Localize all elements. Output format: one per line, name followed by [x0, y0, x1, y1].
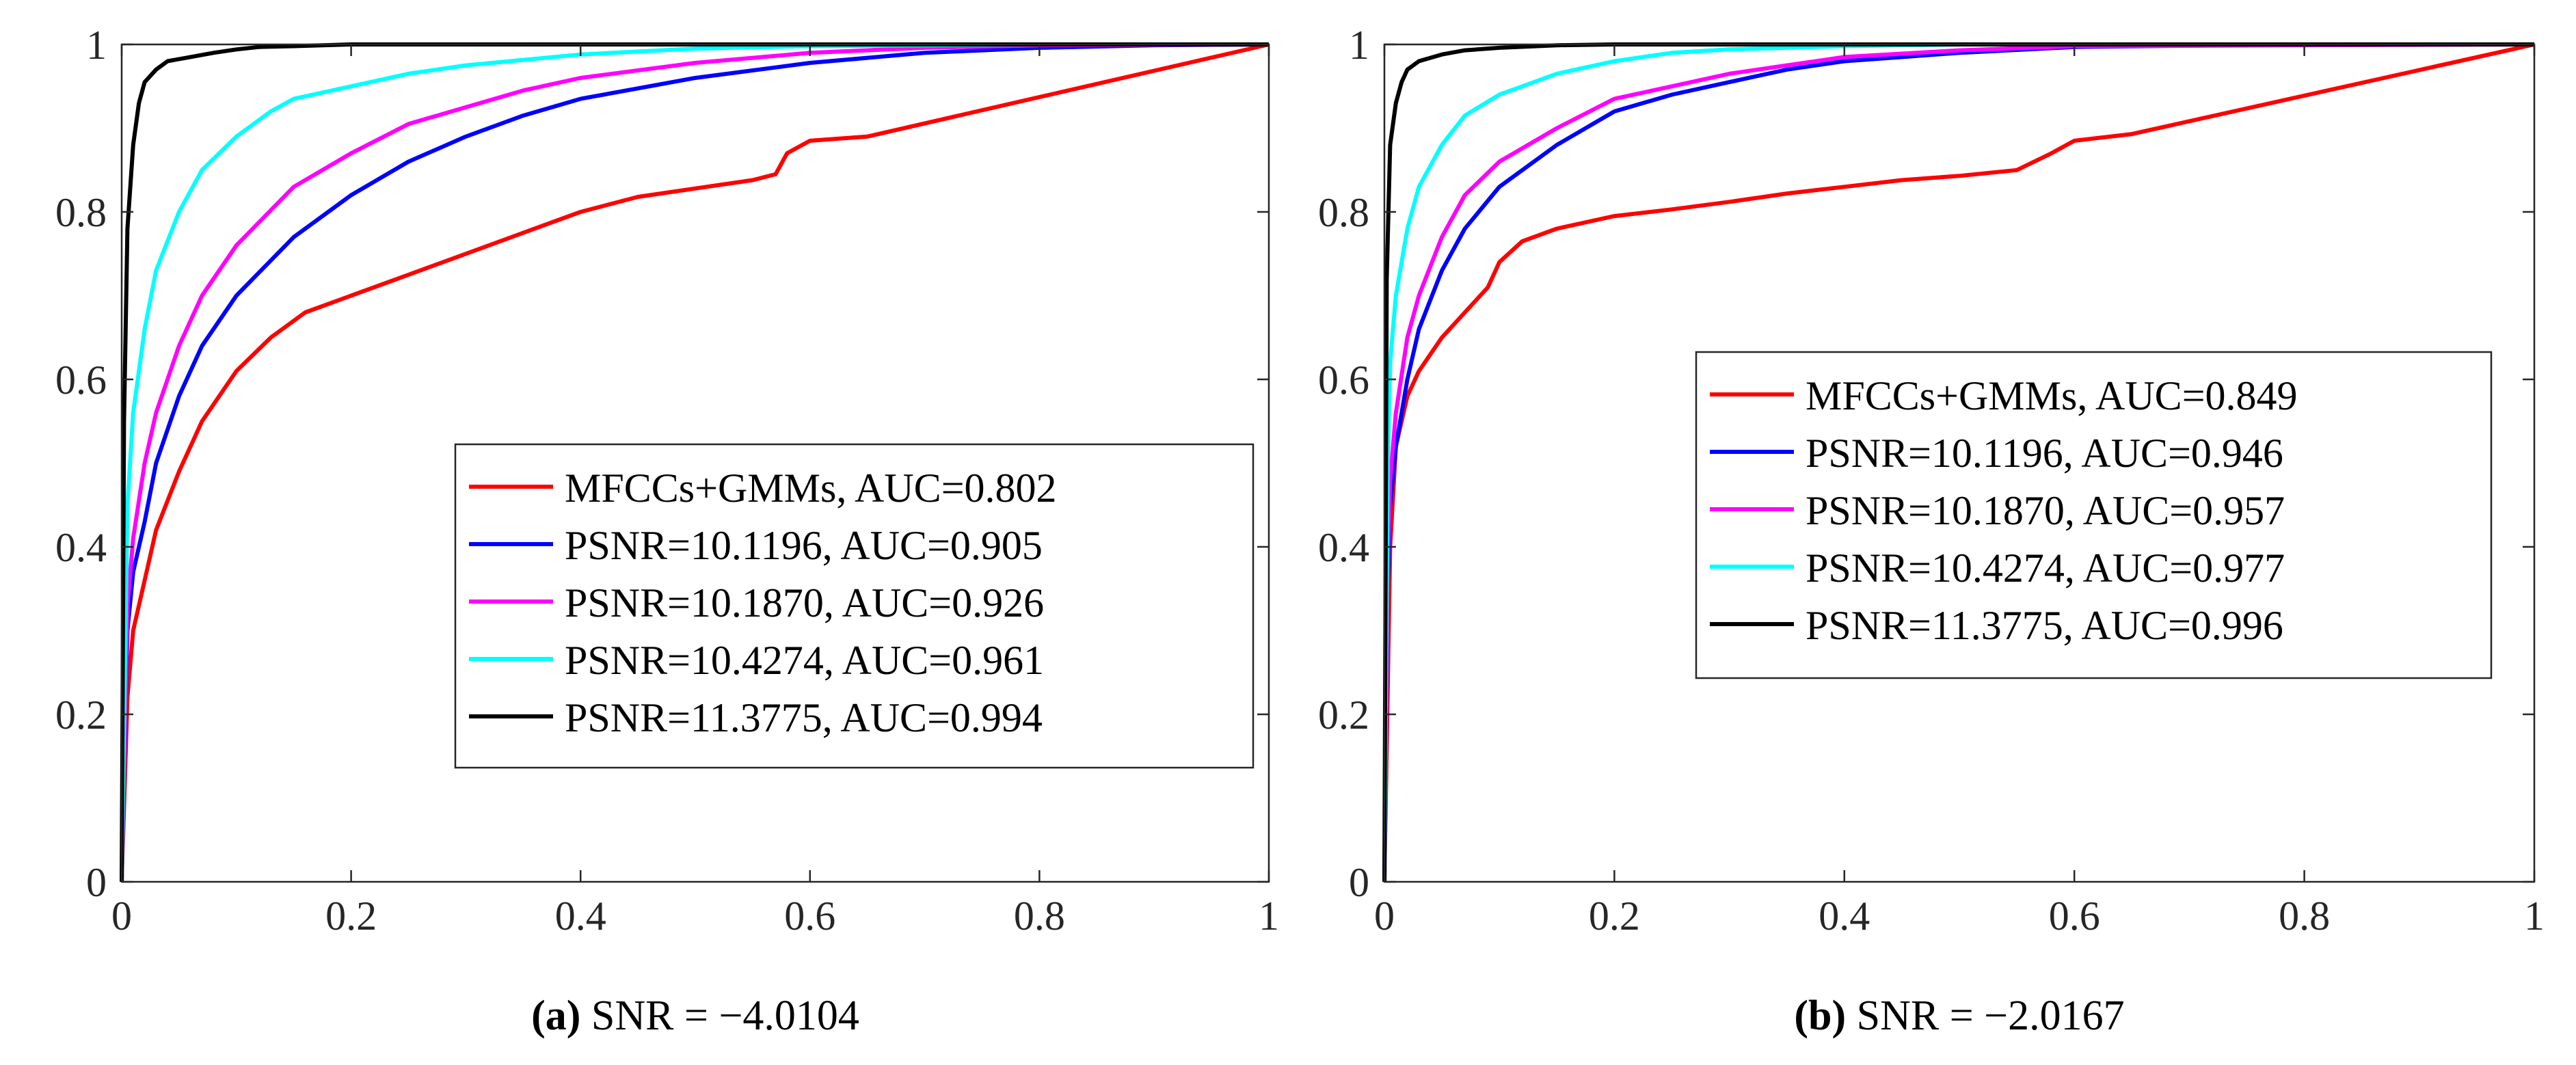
panel-b-legend-label: PSNR=11.3775, AUC=0.996 — [1806, 603, 2283, 648]
panel-a-series-3 — [120, 42, 1269, 882]
panel-a-legend-box — [454, 443, 1255, 769]
panel-a-legend-label: MFCCs+GMMs, AUC=0.802 — [565, 466, 1057, 511]
panel-b-legend-label: PSNR=10.4274, AUC=0.977 — [1806, 545, 2285, 591]
panel-a-legend-label: PSNR=11.3775, AUC=0.994 — [565, 695, 1043, 740]
panel-b-legend-label: MFCCs+GMMs, AUC=0.849 — [1806, 373, 2298, 418]
panel-b-ytick-label: 0 — [1349, 860, 1369, 905]
panel-a-ytick-label: 0.6 — [55, 358, 107, 403]
panel-b-legend-label: PSNR=10.1870, AUC=0.957 — [1806, 488, 2285, 533]
panel-a-xtick-label: 0 — [111, 893, 132, 939]
panel-a-xtick-label: 0.8 — [1014, 893, 1065, 939]
panel-a-xtick-label: 1 — [1259, 893, 1279, 939]
panel-a-caption: (a) SNR = −4.0104 — [531, 993, 859, 1039]
panel-a-legend-label: PSNR=10.1870, AUC=0.926 — [565, 580, 1044, 625]
panel-b-ytick-label: 0.6 — [1318, 358, 1369, 403]
panel-b-axes-box — [1383, 43, 2536, 883]
panel-a-ytick-label: 0.8 — [55, 190, 107, 235]
panel-a-series-0 — [120, 42, 1270, 882]
panel-b-caption: (b) SNR = −2.0167 — [1794, 993, 2124, 1039]
panel-a-caption-letter: (a) — [531, 993, 580, 1039]
panel-a-ytick-label: 0.2 — [55, 692, 107, 738]
panel-b-legend-label: PSNR=10.1196, AUC=0.946 — [1806, 431, 2283, 476]
panel-b-ytick-label: 1 — [1349, 23, 1369, 68]
panel-b-series-0 — [1382, 42, 2535, 882]
panel-b-xtick-label: 0.8 — [2279, 893, 2330, 939]
panel-a-ytick-label: 1 — [86, 23, 107, 68]
panel-b-xtick-label: 0.6 — [2049, 893, 2100, 939]
panel-a-xtick-label: 0.6 — [784, 893, 835, 939]
panel-b-caption-text: SNR = −2.0167 — [1846, 993, 2125, 1039]
panel-b-xtick-label: 0.4 — [1819, 893, 1870, 939]
panel-b-ticks: 0 0.2 0.4 0.6 0.8 1 0 0.2 0.4 0.6 0.8 1 — [1318, 23, 2545, 939]
panel-b-caption-letter: (b) — [1794, 993, 1846, 1039]
panel-b-ytick-label: 0.2 — [1318, 692, 1369, 738]
panel-b-series-1 — [1382, 42, 2534, 882]
panel-b-xtick-label: 0.2 — [1589, 893, 1640, 939]
panel-a-legend-label: PSNR=10.1196, AUC=0.905 — [565, 523, 1043, 568]
panel-b-xtick-label: 1 — [2524, 893, 2545, 939]
panel-b-ytick-label: 0.8 — [1318, 190, 1369, 235]
panel-a-caption-text: SNR = −4.0104 — [580, 993, 859, 1039]
panel-b-legend-box — [1695, 351, 2493, 679]
panel-b-series-2 — [1382, 42, 2535, 882]
panel-b-legend: MFCCs+GMMs, AUC=0.849 PSNR=10.1196, AUC=0… — [1695, 351, 2493, 679]
panel-b: 0 0.2 0.4 0.6 0.8 1 0 0.2 0.4 0.6 0.8 1 MFCCs+GMMs,… — [1318, 23, 2545, 1039]
panel-a-ticks: 0 0.2 0.4 0.6 0.8 1 0 0.2 0.4 0.6 0.8 1 — [55, 23, 1279, 939]
panel-a-ytick-label: 0.4 — [55, 525, 107, 570]
panel-a: 0 0.2 0.4 0.6 0.8 1 0 0.2 0.4 0.6 0.8 1 MFCCs+GMMs,… — [55, 23, 1279, 1039]
panel-a-axes-box — [120, 43, 1270, 883]
panel-b-ytick-label: 0.4 — [1318, 525, 1369, 570]
panel-a-legend-label: PSNR=10.4274, AUC=0.961 — [565, 638, 1044, 683]
panel-a-series-1 — [120, 42, 1270, 882]
panel-a-xtick-label: 0.4 — [555, 893, 606, 939]
panel-b-xtick-label: 0 — [1374, 893, 1395, 939]
panel-a-legend: MFCCs+GMMs, AUC=0.802 PSNR=10.1196, AUC=0… — [454, 443, 1255, 769]
panel-a-xtick-label: 0.2 — [325, 893, 377, 939]
panel-a-series — [120, 42, 1270, 882]
panel-a-ytick-label: 0 — [86, 860, 107, 905]
